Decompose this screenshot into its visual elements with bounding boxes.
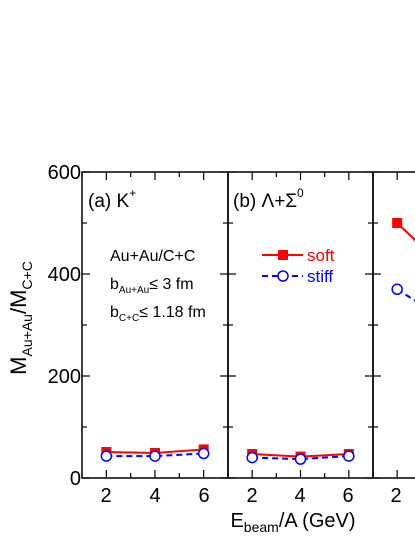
y-tick-label: 200 (48, 366, 81, 388)
annotation-line3: bC+C≤ 1.18 fm (110, 304, 206, 324)
panel-series-1 (246, 449, 355, 465)
soft-series-line (396, 222, 415, 242)
panel-b-frame (227, 171, 374, 479)
y-axis-label-slash: /M (6, 290, 31, 314)
stiff-data-point (343, 450, 355, 462)
legend: soft stiff (262, 246, 335, 286)
legend-stiff-label: stiff (307, 267, 333, 286)
stiff-series-line (252, 455, 349, 461)
x-tick-label: 4 (149, 485, 160, 507)
x-tick-label: 2 (390, 485, 401, 507)
axis-ticks (81, 171, 398, 479)
x-tick-label: 2 (100, 485, 111, 507)
y-axis-label-main: M (6, 356, 31, 374)
x-axis-label-sub: beam (244, 519, 279, 535)
x-axis-label-main: E (230, 510, 243, 532)
x-axis-label: Ebeam/A (GeV) (230, 510, 355, 535)
y-tick-label: 400 (48, 264, 81, 286)
y-tick-labels: 0 200 400 600 (48, 162, 81, 490)
y-axis-label-sub2: C+C (19, 261, 35, 289)
y-tick-label: 0 (70, 468, 81, 490)
y-tick-label: 600 (48, 162, 81, 184)
x-tick-labels: 2 4 6 2 4 6 2 (100, 485, 401, 507)
stiff-data-point (391, 283, 403, 296)
stiff-data-point (100, 450, 113, 462)
x-tick-label: 6 (342, 485, 353, 507)
panel-a-frame (81, 171, 229, 479)
panel-series-0 (100, 444, 210, 462)
x-tick-label: 6 (198, 485, 209, 507)
panel-a-label-main: (a) K (88, 191, 130, 212)
panel-a-label: (a) K+ (88, 186, 136, 212)
x-tick-label: 4 (294, 485, 305, 507)
legend-soft-label: soft (307, 246, 335, 265)
x-axis-label-rest: /A (GeV) (279, 510, 356, 532)
y-axis-label: MAu+Au/MC+C (6, 261, 35, 375)
stiff-data-point (149, 450, 161, 462)
panel-b-label-sup: 0 (297, 186, 304, 200)
panel-a-label-sup: + (129, 186, 136, 200)
legend-stiff-marker (277, 270, 289, 282)
annotation: Au+Au/C+C bAu+Au≤ 3 fm bC+C≤ 1.18 fm (110, 248, 206, 324)
stiff-data-point (294, 453, 307, 465)
stiff-data-point (246, 451, 258, 464)
panel-b-label-main: (b) Λ+Σ (233, 191, 297, 212)
data-series (100, 218, 415, 465)
annotation-line2: bAu+Au≤ 3 fm (110, 276, 194, 296)
panel-series-2 (391, 218, 415, 302)
annotation-line1: Au+Au/C+C (110, 248, 195, 265)
x-tick-label: 2 (246, 485, 257, 507)
soft-data-point (392, 218, 403, 228)
stiff-series-line (106, 452, 204, 458)
y-axis-label-sub1: Au+Au (19, 314, 35, 356)
legend-soft-marker (278, 250, 288, 260)
panel-b-label: (b) Λ+Σ0 (233, 186, 304, 212)
stiff-data-point (197, 447, 210, 460)
